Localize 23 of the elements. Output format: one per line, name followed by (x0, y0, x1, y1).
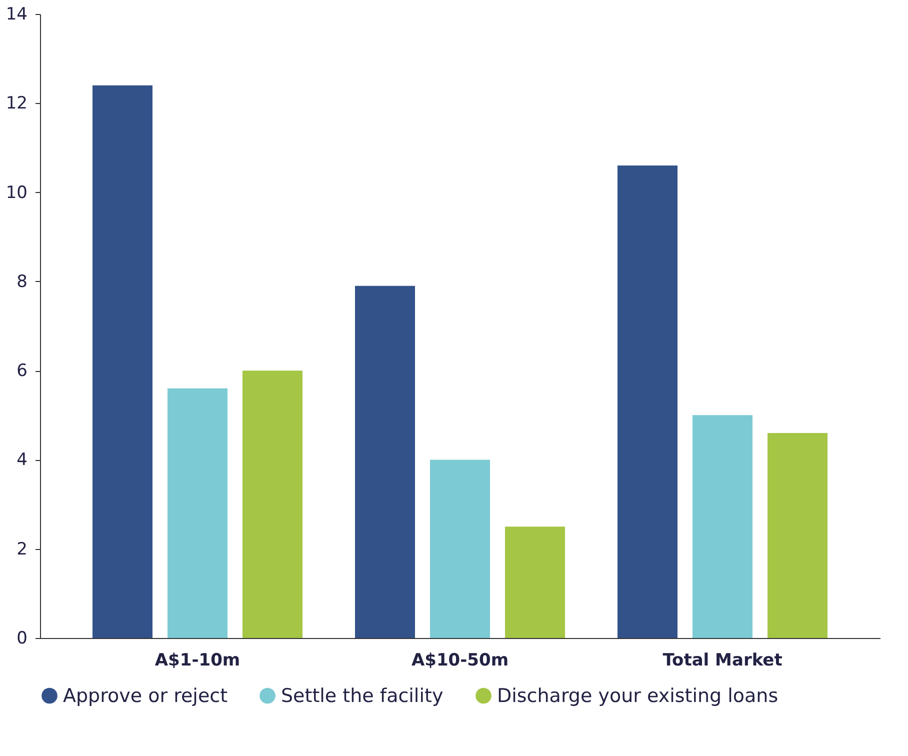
x-tick-label: A$1-10m (154, 650, 240, 670)
y-tick-label: 6 (16, 361, 28, 382)
bar (168, 388, 228, 638)
y-tick-label: 4 (16, 450, 28, 470)
y-tick-label: 10 (6, 182, 28, 203)
bar (505, 526, 565, 638)
legend-label: Settle the facility (281, 684, 444, 707)
bar (430, 460, 490, 638)
y-tick-label: 2 (16, 539, 28, 560)
bar (92, 85, 152, 638)
bar (242, 370, 302, 638)
x-tick-label: Total Market (662, 650, 782, 670)
legend-label: Approve or reject (63, 684, 228, 707)
y-tick-label: 12 (6, 94, 28, 114)
bar (768, 432, 828, 638)
y-tick-label: 14 (6, 4, 28, 24)
bar (618, 166, 678, 638)
y-tick-label: 8 (16, 272, 28, 292)
bar (692, 415, 752, 638)
bar (355, 286, 415, 638)
x-tick-label: A$10-50m (411, 650, 509, 670)
legend-label: Discharge your existing loans (497, 684, 778, 707)
y-tick-label: 0 (16, 628, 28, 648)
